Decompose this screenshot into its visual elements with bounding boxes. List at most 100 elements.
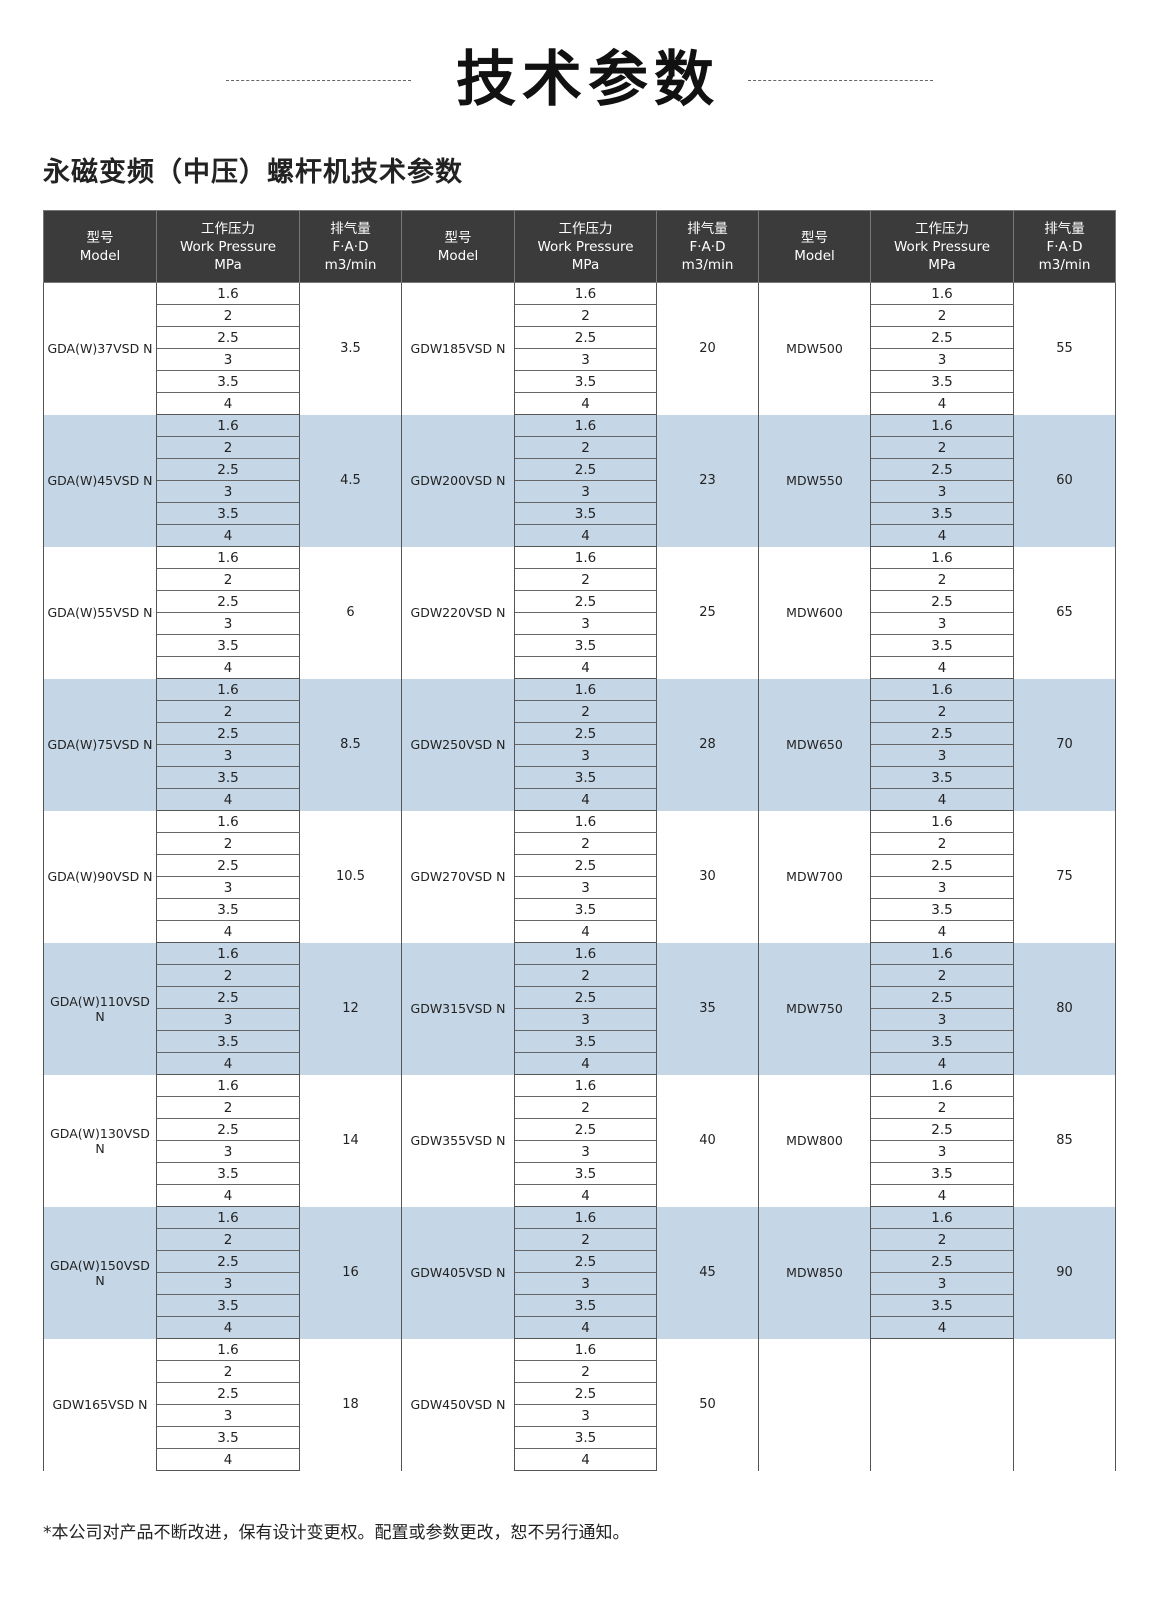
- table-row: 4 4 4: [44, 920, 1116, 943]
- model-cell: GDA(W)45VSD N: [43, 414, 157, 547]
- page-title: 技术参数: [456, 45, 720, 115]
- pressure-cell: [870, 1448, 1014, 1471]
- table-row: 2.5 2.5 2.5: [44, 458, 1116, 481]
- pressure-cell: [870, 1338, 1014, 1361]
- pressure-cell: 3.5: [870, 370, 1014, 393]
- pressure-cell: 3.5: [514, 502, 657, 525]
- pressure-cell: 4: [156, 788, 300, 811]
- header-model-line: 型号: [86, 229, 114, 246]
- pressure-cell: 1.6: [514, 942, 657, 965]
- pressure-cell: 3.5: [514, 370, 657, 393]
- pressure-cell: 3.5: [870, 1030, 1014, 1053]
- table-row: GDA(W)110VSD N 1.6 12 GDW315VSD N 1.6 35 MDW75…: [43, 942, 1116, 1075]
- pressure-cell: 2.5: [514, 326, 657, 349]
- pressure-cell: 2: [870, 304, 1014, 327]
- header-pressure: 工作压力 Work Pressure MPa: [156, 210, 300, 283]
- model-cell: GDW450VSD N: [401, 1338, 515, 1471]
- pressure-cell: 2.5: [156, 1382, 300, 1405]
- header-pressure-line: 工作压力: [915, 220, 969, 237]
- model-cell: GDA(W)37VSD N: [43, 282, 157, 415]
- divider-left: [226, 80, 411, 81]
- pressure-cell: 3: [156, 1272, 300, 1295]
- pressure-cell: 1.6: [156, 942, 300, 965]
- header-pressure-line: 工作压力: [201, 220, 255, 237]
- pressure-cell: 2: [156, 1096, 300, 1119]
- pressure-cell: 1.6: [870, 1206, 1014, 1229]
- pressure-cell: 1.6: [870, 282, 1014, 305]
- pressure-cell: 3: [514, 348, 657, 371]
- pressure-cell: 1.6: [156, 282, 300, 305]
- model-cell: GDW250VSD N: [401, 678, 515, 811]
- header-pressure-line: Work Pressure: [179, 238, 277, 255]
- header-model: 型号 Model: [401, 210, 515, 283]
- pressure-cell: 3.5: [156, 1426, 300, 1449]
- pressure-cell: 2: [156, 832, 300, 855]
- fad-cell: 65: [1013, 546, 1116, 679]
- pressure-cell: 2.5: [514, 1118, 657, 1141]
- table-row: 2.5 2.5 2.5: [44, 1250, 1116, 1273]
- pressure-cell: 3: [514, 876, 657, 899]
- pressure-cell: [870, 1382, 1014, 1405]
- table-row: 2.5 2.5: [44, 1382, 1116, 1405]
- model-cell: MDW750: [758, 942, 871, 1075]
- pressure-cell: 2: [514, 700, 657, 723]
- pressure-cell: 4: [156, 656, 300, 679]
- fad-cell: 16: [299, 1206, 402, 1339]
- pressure-cell: 1.6: [870, 546, 1014, 569]
- pressure-cell: 3: [870, 744, 1014, 767]
- header-fad: 排气量 F·A·D m3/min: [299, 210, 402, 283]
- pressure-cell: 4: [514, 1184, 657, 1207]
- pressure-cell: 2.5: [870, 854, 1014, 877]
- model-cell: MDW800: [758, 1074, 871, 1207]
- divider-right: [748, 80, 933, 81]
- fad-cell: 30: [656, 810, 759, 943]
- pressure-cell: 3.5: [156, 1162, 300, 1185]
- header-pressure-line: MPa: [571, 256, 600, 273]
- pressure-cell: 3.5: [514, 1162, 657, 1185]
- model-cell: MDW600: [758, 546, 871, 679]
- header-fad: 排气量 F·A·D m3/min: [1013, 210, 1116, 283]
- model-cell: MDW650: [758, 678, 871, 811]
- pressure-cell: 3: [514, 480, 657, 503]
- pressure-cell: 2.5: [870, 590, 1014, 613]
- pressure-cell: 1.6: [514, 1206, 657, 1229]
- pressure-cell: 3: [156, 1140, 300, 1163]
- pressure-cell: 3.5: [870, 1294, 1014, 1317]
- pressure-cell: 3: [156, 876, 300, 899]
- table-row: 2 2 2: [44, 964, 1116, 987]
- pressure-cell: 3.5: [514, 634, 657, 657]
- fad-cell: 55: [1013, 282, 1116, 415]
- fad-cell: 20: [656, 282, 759, 415]
- fad-cell: 50: [656, 1338, 759, 1471]
- model-cell: GDA(W)110VSD N: [43, 942, 157, 1075]
- pressure-cell: 1.6: [156, 414, 300, 437]
- table-row: 2 2 2: [44, 436, 1116, 459]
- pressure-cell: 2: [870, 568, 1014, 591]
- fad-cell: 60: [1013, 414, 1116, 547]
- pressure-cell: 3.5: [870, 898, 1014, 921]
- pressure-cell: 4: [870, 392, 1014, 415]
- pressure-cell: 2: [514, 568, 657, 591]
- pressure-cell: [870, 1404, 1014, 1427]
- pressure-cell: 2.5: [870, 326, 1014, 349]
- pressure-cell: 2.5: [514, 986, 657, 1009]
- table-row: 2.5 2.5 2.5: [44, 722, 1116, 745]
- pressure-cell: 2: [870, 1228, 1014, 1251]
- pressure-cell: 3: [870, 612, 1014, 635]
- table-row: 4 4 4: [44, 788, 1116, 811]
- pressure-cell: 2: [870, 700, 1014, 723]
- pressure-cell: 2: [870, 436, 1014, 459]
- pressure-cell: [870, 1360, 1014, 1383]
- pressure-cell: 1.6: [514, 810, 657, 833]
- pressure-cell: 2.5: [156, 854, 300, 877]
- table-header-row: 型号 Model 工作压力 Work Pressure MPa 排气量 F·A·D m3/mi…: [43, 210, 1116, 283]
- pressure-cell: 4: [514, 788, 657, 811]
- pressure-cell: 4: [870, 788, 1014, 811]
- pressure-cell: 2: [156, 964, 300, 987]
- fad-cell: 25: [656, 546, 759, 679]
- table-row: 3.5 3.5 3.5: [44, 634, 1116, 657]
- pressure-cell: 1.6: [156, 1206, 300, 1229]
- pressure-cell: 2: [156, 1360, 300, 1383]
- header-pressure: 工作压力 Work Pressure MPa: [514, 210, 657, 283]
